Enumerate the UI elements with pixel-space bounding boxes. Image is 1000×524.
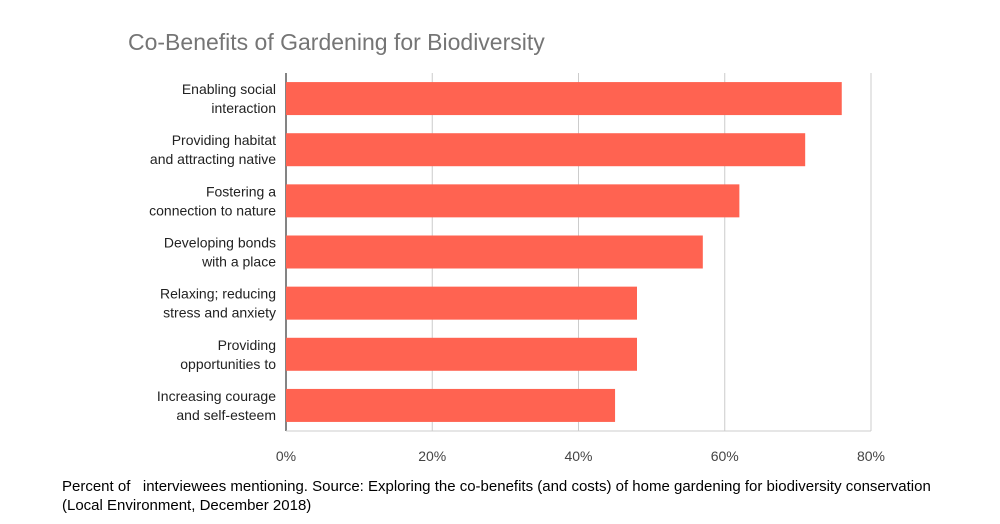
chart-caption: Percent of interviewees mentioning. Sour… <box>62 478 935 514</box>
category-label: with a place <box>201 254 276 270</box>
bar <box>286 235 703 269</box>
x-tick-label: 60% <box>711 448 739 464</box>
bar <box>286 337 637 371</box>
category-label: interaction <box>211 100 276 116</box>
category-label: Enabling social <box>182 81 276 97</box>
category-label: Fostering a <box>206 183 276 199</box>
category-label: Providing habitat <box>172 132 276 148</box>
category-label: connection to nature <box>149 202 276 218</box>
chart-title: Co-Benefits of Gardening for Biodiversit… <box>128 29 545 55</box>
x-axis-ticks: 0% 20% 40% 60% 80% <box>276 448 885 464</box>
category-label: Increasing courage <box>157 388 276 404</box>
bar <box>286 133 806 167</box>
category-label: and attracting native <box>150 151 276 167</box>
category-label: Developing bonds <box>164 235 276 251</box>
category-label: stress and anxiety <box>163 305 276 321</box>
category-label: and self-esteem <box>176 407 276 423</box>
category-label: opportunities to <box>180 356 276 372</box>
bars <box>286 82 842 422</box>
x-tick-label: 20% <box>418 448 446 464</box>
bar <box>286 184 740 218</box>
category-label: Providing <box>218 337 276 353</box>
category-label: Relaxing; reducing <box>160 286 276 302</box>
category-labels: Enabling social interaction Providing habi… <box>149 81 276 423</box>
bar <box>286 82 842 116</box>
bar <box>286 388 616 422</box>
x-tick-label: 40% <box>564 448 592 464</box>
x-tick-label: 0% <box>276 448 296 464</box>
x-tick-label: 80% <box>857 448 885 464</box>
bar <box>286 286 637 320</box>
